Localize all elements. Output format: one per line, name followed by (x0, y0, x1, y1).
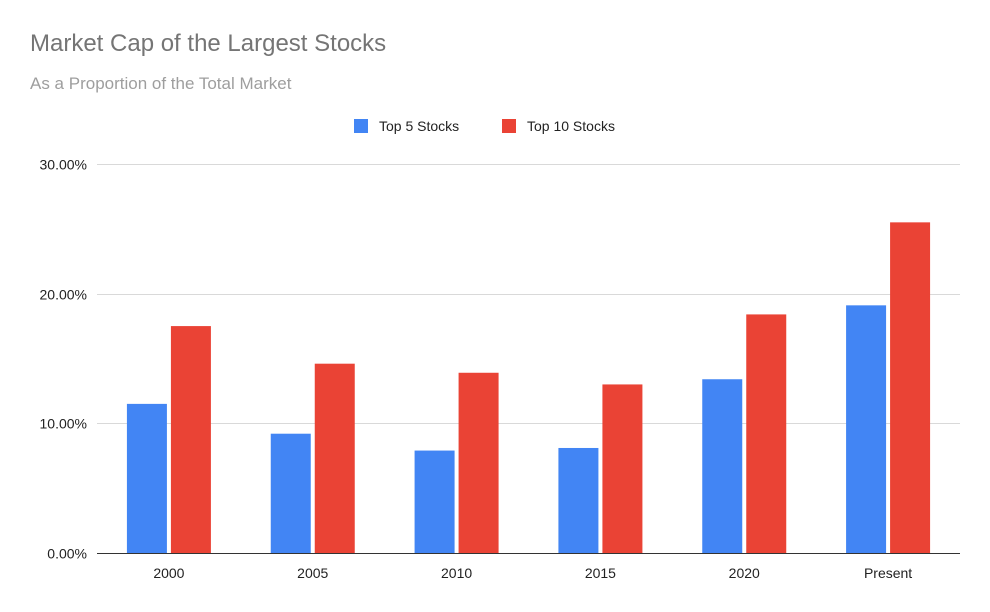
axes: 0.00% 10.00% 20.00% 30.00% 2000 2005 2010 2015 2… (40, 157, 960, 581)
legend-swatch (354, 119, 368, 133)
legend-label: Top 10 Stocks (527, 118, 615, 134)
y-tick-label: 10.00% (40, 416, 87, 432)
gridlines (97, 164, 960, 424)
legend-label: Top 5 Stocks (379, 118, 459, 134)
chart-title: Market Cap of the Largest Stocks (30, 30, 387, 57)
x-tick-label: 2015 (585, 565, 616, 581)
bars (126, 222, 931, 553)
bar-top-10-stocks (890, 222, 931, 553)
x-tick-label: 2005 (297, 565, 328, 581)
bar-top-5-stocks (126, 403, 167, 553)
bar-top-10-stocks (170, 326, 211, 553)
bar-top-5-stocks (270, 433, 311, 553)
y-tick-label: 20.00% (40, 287, 87, 303)
y-tick-label: 30.00% (40, 157, 87, 173)
x-tick-label: Present (864, 565, 912, 581)
legend-swatch (502, 119, 516, 133)
y-tick-label: 0.00% (47, 546, 87, 562)
bar-top-5-stocks (414, 450, 455, 553)
legend: Top 5 Stocks Top 10 Stocks (354, 118, 615, 134)
x-tick-label: 2010 (441, 565, 472, 581)
bar-top-10-stocks (458, 372, 499, 553)
bar-top-5-stocks (558, 447, 599, 553)
x-tick-label: 2020 (729, 565, 760, 581)
chart-subtitle: As a Proportion of the Total Market (30, 74, 292, 93)
bar-top-10-stocks (314, 363, 355, 553)
bar-top-5-stocks (846, 305, 887, 553)
bar-top-5-stocks (702, 379, 743, 553)
bar-top-10-stocks (602, 384, 643, 553)
bar-top-10-stocks (746, 314, 787, 553)
x-tick-label: 2000 (153, 565, 184, 581)
